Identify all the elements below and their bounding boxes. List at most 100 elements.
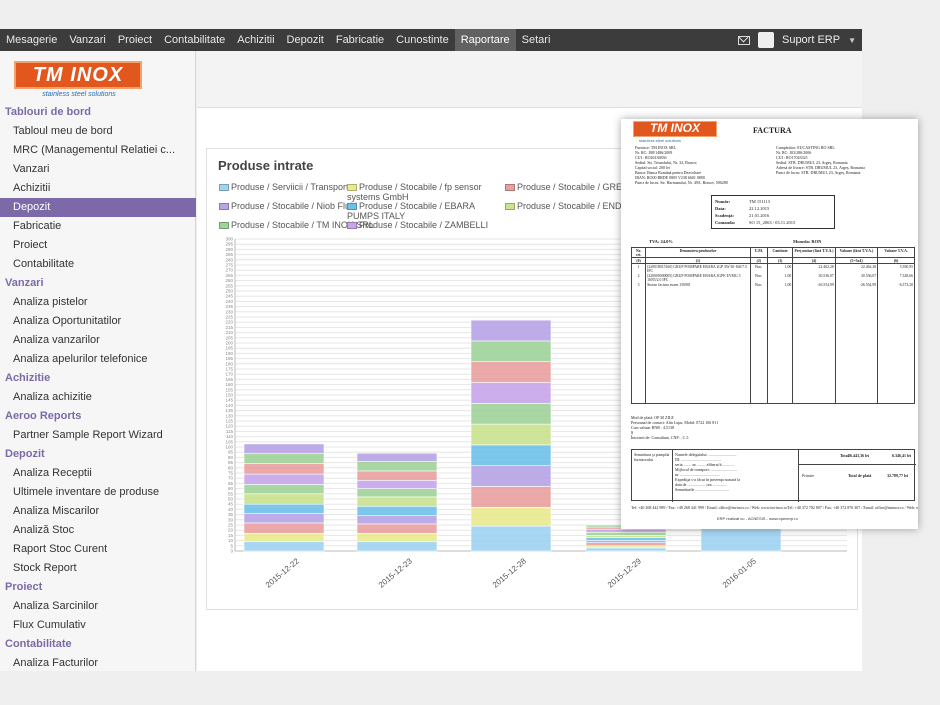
legend-entry[interactable]: Produse / Stocabile / Niob Fluid [219, 201, 379, 211]
bar-segment[interactable] [585, 531, 667, 536]
nav-item-proiect[interactable]: Proiect [117, 34, 153, 46]
sidebar-item-raport-stoc-curent[interactable]: Raport Stoc Curent [13, 543, 108, 555]
sidebar-item-depozit[interactable]: Depozit [0, 198, 196, 217]
bar-segment[interactable] [585, 542, 667, 547]
legend-entry[interactable]: Produse / Stocabile / ZAMBELLI [347, 220, 507, 230]
bar-segment[interactable] [356, 496, 438, 507]
nav-item-depozit[interactable]: Depozit [286, 34, 324, 46]
sidebar-item-fabricatie[interactable]: Fabricatie [13, 220, 62, 232]
nav-item-achizitii[interactable]: Achizitii [237, 34, 275, 46]
bar-segment[interactable] [585, 547, 667, 552]
bar-segment[interactable] [243, 533, 325, 542]
table-row: 1,00 [784, 273, 792, 278]
section-contabilitate[interactable]: Contabilitate [5, 638, 72, 650]
nav-item-vanzari[interactable]: Vanzari [69, 34, 106, 46]
y-tick-label: 35 [228, 512, 234, 517]
sidebar-item-analiza-apelurilor-telefonice[interactable]: Analiza apelurilor telefonice [13, 353, 148, 365]
sidebar-item-vanzari[interactable]: Vanzari [13, 163, 50, 175]
company-logo[interactable]: TM INOX stainless steel solutions [14, 61, 144, 103]
sidebar-item-stock-report[interactable]: Stock Report [13, 562, 77, 574]
bar-segment[interactable] [356, 479, 438, 489]
bar-segment[interactable] [585, 540, 667, 543]
bar-segment[interactable] [470, 465, 552, 487]
bar-segment[interactable] [585, 535, 667, 538]
user-menu-label[interactable]: Suport ERP [781, 34, 841, 46]
sidebar-item-achizitii[interactable]: Achizitii [13, 182, 51, 194]
sidebar-item-analiza-facturilor[interactable]: Analiza Facturilor [13, 657, 98, 669]
sidebar-item-analiza-vanzarilor[interactable]: Analiza vanzarilor [13, 334, 100, 346]
bar-segment[interactable] [243, 463, 325, 475]
mail-icon[interactable] [737, 35, 750, 45]
legend-entry[interactable]: Produse / Stocabile / GREC [505, 182, 665, 192]
bar-segment[interactable] [470, 340, 552, 363]
bar-segment[interactable] [243, 473, 325, 485]
bar-segment[interactable] [243, 484, 325, 495]
legend-entry[interactable]: Produse / Serviicii / Transport [219, 182, 379, 192]
sidebar-item-analiza-pistelor[interactable]: Analiza pistelor [13, 296, 88, 308]
sidebar-item-tabloul-meu-de-bord[interactable]: Tabloul meu de bord [13, 125, 113, 137]
sidebar-item-analiza-miscarilor[interactable]: Analiza Miscarilor [13, 505, 100, 517]
bar-segment[interactable] [585, 545, 667, 549]
bar-segment[interactable] [356, 461, 438, 472]
bar-segment[interactable] [470, 525, 552, 552]
sidebar-item-contabilitate[interactable]: Contabilitate [13, 258, 75, 270]
bar-segment[interactable] [243, 522, 325, 534]
bar-segment[interactable] [470, 382, 552, 404]
bar-segment[interactable] [243, 493, 325, 505]
sidebar-item-analiza-stoc[interactable]: Analiză Stoc [13, 524, 75, 536]
bar-segment[interactable] [585, 528, 667, 533]
legend-entry[interactable]: Produse / Stocabile / ENDR SRL [505, 201, 665, 211]
bar-segment[interactable] [470, 507, 552, 527]
bar-segment[interactable] [470, 403, 552, 425]
bar-segment[interactable] [470, 423, 552, 446]
sidebar-item-analiza-achizitie[interactable]: Analiza achizitie [13, 391, 92, 403]
bar-segment[interactable] [243, 503, 325, 514]
legend-entry[interactable]: Produse / Stocabile / fp sensor systems … [347, 182, 507, 202]
user-avatar[interactable] [757, 32, 774, 48]
legend-label: Produse / Stocabile / TM INOX SRL [231, 220, 374, 230]
bar-segment[interactable] [243, 443, 325, 454]
sidebar-item-analiza-oportunitatilor[interactable]: Analiza Oportunitatilor [13, 315, 122, 327]
nav-item-cunostinte[interactable]: Cunostinte [396, 34, 449, 46]
bar-segment[interactable] [356, 533, 438, 542]
bar-segment[interactable] [356, 515, 438, 525]
nav-item-fabricatie[interactable]: Fabricatie [335, 34, 385, 46]
column-header: Cantitate [766, 247, 794, 258]
section-vanzari[interactable]: Vanzari [5, 277, 44, 289]
sidebar-item-analiza-sarcinilor[interactable]: Analiza Sarcinilor [13, 600, 98, 612]
section-depozit[interactable]: Depozit [5, 448, 45, 460]
bar-segment[interactable] [356, 523, 438, 534]
legend-entry[interactable]: Produse / Stocabile / TM INOX SRL [219, 220, 379, 230]
nav-item-contabilitate[interactable]: Contabilitate [164, 34, 226, 46]
nav-item-raportare[interactable]: Raportare [454, 29, 516, 51]
sidebar-item-partner-sample-report-wizard[interactable]: Partner Sample Report Wizard [13, 429, 163, 441]
bar-segment[interactable] [585, 537, 667, 541]
sidebar-item-ultimele-inventare-de-produse[interactable]: Ultimele inventare de produse [13, 486, 160, 498]
bar-segment[interactable] [243, 513, 325, 524]
section-achizitie[interactable]: Achizitie [5, 372, 51, 384]
sidebar-item-mrc-managementul-relatiei-c[interactable]: MRC (Managementul Relatiei c... [13, 144, 176, 156]
sidebar-item-analiza-receptii[interactable]: Analiza Receptii [13, 467, 92, 479]
section-aeroo-reports[interactable]: Aeroo Reports [5, 410, 82, 422]
table-cell-tva: 5.390,95 7.328,66 -6.373,20 [877, 263, 915, 404]
bar-segment[interactable] [356, 488, 438, 498]
bar-segment[interactable] [356, 470, 438, 481]
bar-segment[interactable] [470, 361, 552, 383]
sidebar-item-proiect[interactable]: Proiect [13, 239, 48, 251]
nav-item-mesagerie[interactable]: Mesagerie [6, 34, 58, 46]
bar-segment[interactable] [470, 319, 552, 342]
bar-segment[interactable] [356, 505, 438, 516]
bar-segment[interactable] [470, 444, 552, 467]
nav-item-setari[interactable]: Setari [521, 34, 551, 46]
section-tablouri-de-bord[interactable]: Tablouri de bord [5, 106, 91, 118]
chevron-down-icon[interactable]: ▼ [848, 35, 856, 45]
bar-segment[interactable] [243, 541, 325, 552]
bar-segment[interactable] [470, 486, 552, 508]
bar-segment[interactable] [243, 452, 325, 464]
meta-key: Data: [715, 206, 726, 211]
section-proiect[interactable]: Proiect [5, 581, 43, 593]
bar-segment[interactable] [356, 452, 438, 462]
legend-entry[interactable]: Produse / Stocabile / EBARA PUMPS ITALY [347, 201, 507, 221]
sidebar-item-flux-cumulativ[interactable]: Flux Cumulativ [13, 619, 86, 631]
bar-segment[interactable] [356, 541, 438, 552]
